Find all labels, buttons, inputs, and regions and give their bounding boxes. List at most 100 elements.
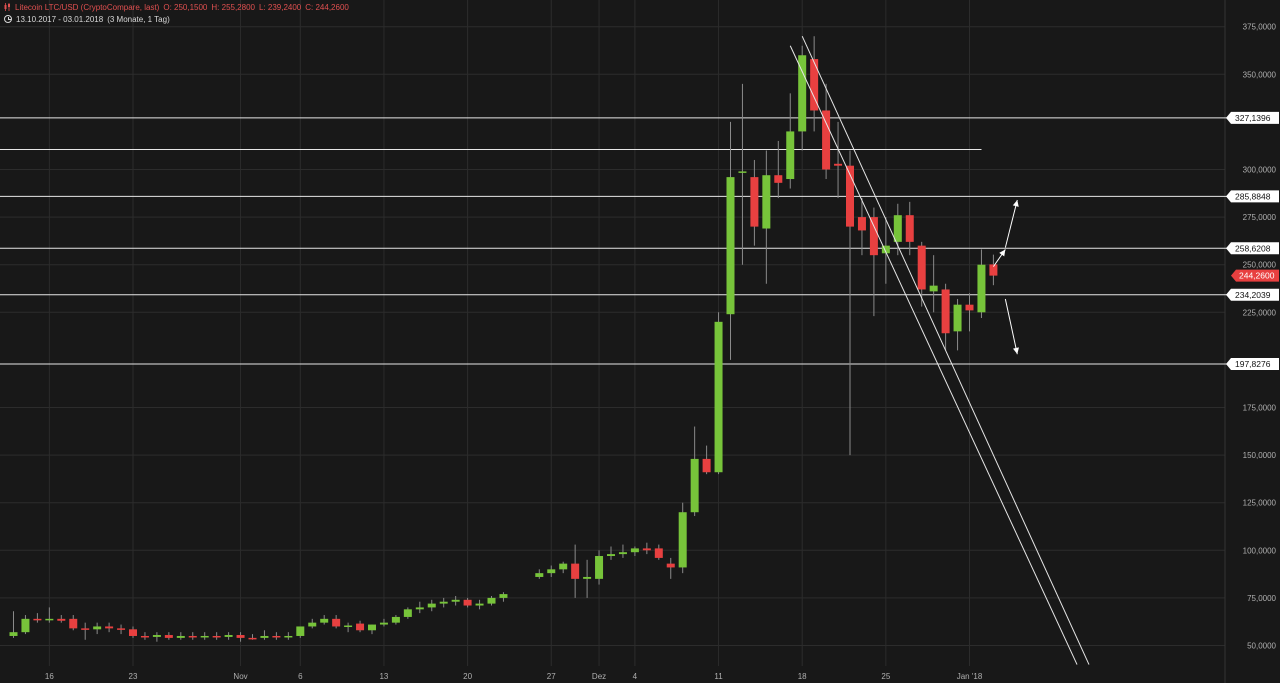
candle-body (427, 603, 436, 608)
candle-body (21, 618, 30, 633)
candle-body (236, 635, 245, 638)
y-tick-label: 250,0000 (1243, 261, 1277, 270)
candle-body (200, 635, 209, 638)
candle-body (774, 175, 783, 183)
candle-body (535, 573, 544, 577)
clock-icon (4, 15, 12, 23)
x-tick-label: 23 (129, 672, 138, 681)
candle-body (475, 603, 484, 606)
candle-body (391, 616, 400, 623)
candle-body (678, 512, 687, 568)
level-tag-label: 197,8276 (1235, 359, 1271, 369)
y-axis-labels: 50,0000 75,0000 100,0000 125,0000 150,0000 17… (1243, 23, 1277, 651)
candle-body (487, 597, 496, 604)
x-tick-label: 18 (798, 672, 807, 681)
candle-body (738, 171, 747, 173)
candle-body (547, 569, 556, 574)
x-axis-labels: 16 23 Nov 6 13 20 27 Dez 4 11 18 25 Jan '18 (45, 672, 983, 681)
candle-body (583, 576, 592, 579)
candle-body (965, 304, 974, 311)
candle-body (33, 618, 42, 621)
candle-body (607, 554, 615, 557)
x-tick-label: 11 (714, 672, 723, 681)
chart-header: Litecoin LTC/USD (CryptoCompare, last) O:… (4, 3, 353, 12)
x-tick-label: 25 (881, 672, 890, 681)
candle-body (559, 563, 568, 570)
y-tick-label: 375,0000 (1243, 23, 1277, 32)
y-tick-label: 275,0000 (1243, 213, 1277, 222)
x-tick-label: 13 (379, 672, 388, 681)
candle-body (463, 599, 472, 606)
period-range: 13.10.2017 - 03.01.2018 (16, 15, 104, 24)
candle-body (451, 599, 460, 602)
instrument-name[interactable]: Litecoin LTC/USD (CryptoCompare, last) (15, 3, 160, 12)
y-tick-label: 150,0000 (1243, 451, 1277, 460)
level-tag-label: 234,2039 (1235, 290, 1271, 300)
candle-body (296, 626, 305, 636)
candle-body (224, 635, 233, 637)
y-tick-label: 50,0000 (1247, 642, 1276, 651)
direction-arrows[interactable] (992, 199, 1019, 355)
arrow-head (1012, 199, 1019, 207)
candle-body (403, 609, 412, 617)
candle-body (9, 632, 18, 636)
candle-body (654, 548, 663, 558)
level-tag (1226, 358, 1279, 371)
candle-body (57, 618, 66, 621)
candle-body (834, 163, 843, 166)
candle-body (176, 635, 185, 638)
candle-body (368, 624, 376, 631)
trend-line[interactable] (789, 45, 1078, 665)
arrow-line[interactable] (1004, 298, 1018, 355)
candle-body (439, 601, 448, 604)
level-tag-label: 285,8848 (1235, 191, 1271, 201)
candle-body (595, 556, 604, 579)
candle-body (344, 625, 353, 628)
candle-body (69, 618, 78, 629)
candle-body (989, 264, 998, 276)
candle-body (152, 635, 161, 637)
arrow-head (1012, 347, 1019, 355)
candle-body (618, 552, 627, 555)
arrow-line[interactable] (1004, 199, 1018, 248)
candle-body (117, 628, 126, 630)
last-price-label: 244,2600 (1239, 271, 1275, 281)
y-tick-label: 125,0000 (1243, 499, 1277, 508)
candle-body (272, 635, 281, 638)
candle-body (798, 55, 807, 132)
candle-body (284, 635, 293, 638)
candle-body (45, 618, 54, 621)
high-value: H: 255,2800 (211, 3, 255, 12)
candle-body (977, 264, 986, 313)
candle-body (762, 175, 771, 229)
candle-body (499, 594, 508, 598)
level-tag (1226, 288, 1279, 301)
x-tick-label: 6 (298, 672, 303, 681)
candle-body (953, 304, 962, 332)
low-value: L: 239,2400 (258, 3, 302, 12)
trend-lines[interactable] (789, 36, 1090, 665)
trend-line[interactable] (801, 36, 1090, 665)
candle-body (869, 217, 878, 256)
level-tag (1226, 111, 1279, 124)
last-price-tag (1231, 269, 1279, 282)
candle-body (140, 635, 149, 638)
candle-body (212, 635, 221, 638)
support-resistance-lines[interactable] (0, 117, 1228, 365)
candle-body (81, 628, 90, 630)
x-tick-label: Dez (592, 672, 606, 681)
candle-body (356, 623, 365, 631)
candle-body (415, 607, 424, 610)
candle-body (846, 165, 854, 227)
x-tick-label: 20 (463, 672, 472, 681)
candle-body (822, 110, 831, 170)
candle-body (308, 622, 317, 627)
period-interval: (3 Monate, 1 Tag) (107, 15, 170, 24)
candle-body (810, 59, 819, 111)
candle-body (690, 458, 699, 513)
candle-body (714, 321, 723, 473)
y-tick-label: 100,0000 (1243, 546, 1277, 555)
level-tag (1226, 190, 1279, 203)
period-info: 13.10.2017 - 03.01.2018 (3 Monate, 1 Tag) (4, 15, 174, 24)
